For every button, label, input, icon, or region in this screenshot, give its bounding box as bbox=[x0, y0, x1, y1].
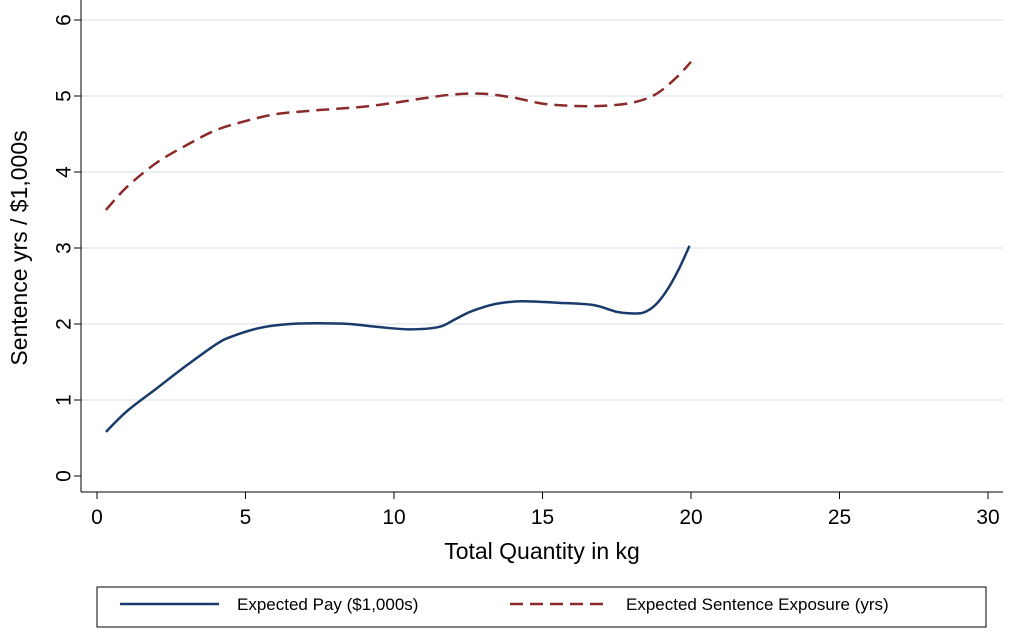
x-tick-label-15: 15 bbox=[531, 506, 554, 529]
legend-label-expected-sentence: Expected Sentence Exposure (yrs) bbox=[626, 595, 889, 614]
y-tick-label-4: 4 bbox=[52, 166, 75, 178]
legend-box bbox=[96, 586, 987, 628]
y-tick-label-2: 2 bbox=[52, 318, 75, 330]
y-ticks: 0 1 2 3 4 5 6 bbox=[52, 14, 81, 482]
legend-label-expected-pay: Expected Pay ($1,000s) bbox=[237, 595, 418, 614]
y-tick-label-1: 1 bbox=[52, 394, 75, 406]
y-tick-label-6: 6 bbox=[52, 14, 75, 26]
y-axis-title: Sentence yrs / $1,000s bbox=[6, 130, 32, 365]
x-ticks: 0 5 10 15 20 25 30 bbox=[91, 492, 1000, 529]
grid bbox=[81, 19, 1003, 401]
legend: Expected Pay ($1,000s) Expected Sentence… bbox=[96, 586, 987, 628]
series-line-0 bbox=[105, 245, 691, 433]
x-axis-title: Total Quantity in kg bbox=[444, 538, 640, 564]
y-tick-label-0: 0 bbox=[52, 470, 75, 482]
series-line-1 bbox=[104, 60, 692, 211]
x-tick-label-20: 20 bbox=[679, 506, 702, 529]
y-tick-label-5: 5 bbox=[52, 90, 75, 102]
y-tick-label-3: 3 bbox=[52, 242, 75, 254]
axes bbox=[80, 0, 1003, 493]
x-tick-label-30: 30 bbox=[976, 506, 999, 529]
x-tick-label-0: 0 bbox=[91, 506, 103, 529]
series-layer bbox=[104, 60, 692, 433]
x-tick-label-5: 5 bbox=[240, 506, 252, 529]
x-tick-label-25: 25 bbox=[828, 506, 851, 529]
x-tick-label-10: 10 bbox=[382, 506, 405, 529]
